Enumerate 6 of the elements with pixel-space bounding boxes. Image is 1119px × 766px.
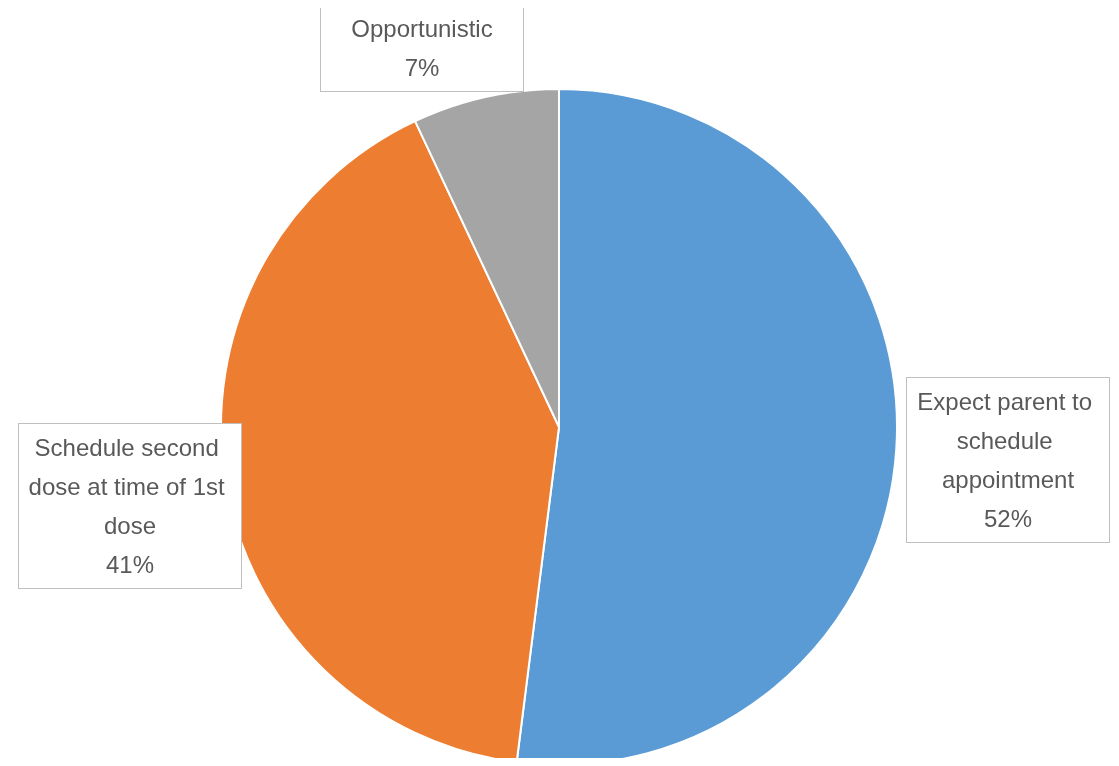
slice-label: Expect parent to schedule appointment — [917, 388, 1099, 493]
data-label: 52% — [983, 505, 1033, 532]
data-label: 7% — [404, 54, 440, 81]
data-label: 41% — [105, 551, 155, 578]
slice-label: Opportunistic — [351, 15, 493, 42]
slice-label: Schedule second dose at time of 1st dose — [28, 434, 232, 539]
